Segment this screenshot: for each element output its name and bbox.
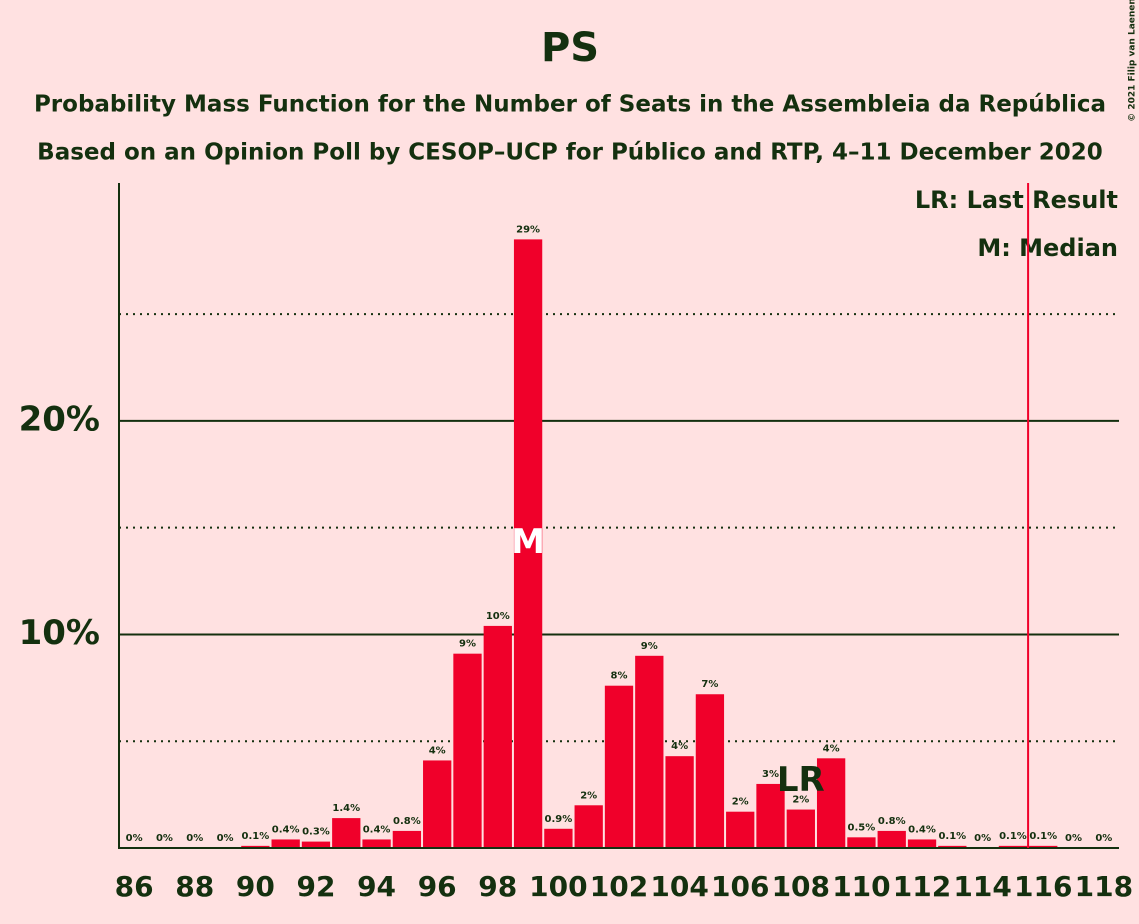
value-label: 0% xyxy=(126,833,143,844)
value-label: 0.4% xyxy=(908,824,936,835)
bar xyxy=(816,758,846,848)
bar xyxy=(301,841,331,848)
bar xyxy=(362,839,391,848)
chart-subtitle: Based on an Opinion Poll by CESOP–UCP fo… xyxy=(37,140,1103,166)
value-label: 2% xyxy=(792,795,809,806)
bar xyxy=(938,845,967,848)
value-label: 0% xyxy=(1065,833,1082,844)
bar xyxy=(665,756,694,848)
value-label: 9% xyxy=(641,641,658,652)
x-tick-label: 106 xyxy=(711,870,769,903)
last-result-marker: LR xyxy=(777,760,825,800)
bar xyxy=(847,837,876,848)
value-label: 0% xyxy=(186,833,203,844)
bar xyxy=(574,805,603,848)
x-tick-label: 102 xyxy=(590,870,648,903)
bar xyxy=(756,783,785,848)
bar xyxy=(604,685,634,848)
value-label: 4% xyxy=(671,741,688,752)
value-label: 0.4% xyxy=(363,824,391,835)
value-label: 2% xyxy=(580,790,597,801)
bar xyxy=(392,830,422,848)
bar xyxy=(877,830,906,848)
bar xyxy=(271,839,300,848)
bar xyxy=(786,809,815,848)
bar xyxy=(907,839,937,848)
value-label: 0.4% xyxy=(272,824,300,835)
value-label: 4% xyxy=(429,745,446,756)
x-tick-label: 96 xyxy=(418,870,457,903)
x-tick-label: 116 xyxy=(1014,870,1072,903)
bar xyxy=(513,239,543,849)
bar xyxy=(1029,845,1058,848)
value-label: 0.1% xyxy=(241,831,269,842)
x-tick-label: 98 xyxy=(478,870,517,903)
bar xyxy=(726,811,755,848)
chart-title: PS xyxy=(541,25,599,71)
y-tick-label: 20% xyxy=(19,399,100,439)
value-label: 2% xyxy=(732,797,749,808)
median-marker: M xyxy=(511,522,545,562)
value-label: 0.8% xyxy=(393,816,421,827)
x-tick-label: 88 xyxy=(175,870,214,903)
value-label: 0% xyxy=(217,833,234,844)
x-tick-label: 112 xyxy=(893,870,951,903)
value-label: 0% xyxy=(974,833,991,844)
bar xyxy=(695,694,725,848)
legend-entry: M: Median xyxy=(977,234,1118,262)
value-label: 0.8% xyxy=(878,816,906,827)
value-label: 0.9% xyxy=(545,814,573,825)
bar xyxy=(544,828,573,848)
x-tick-label: 108 xyxy=(772,870,830,903)
bar xyxy=(241,845,270,848)
x-tick-label: 110 xyxy=(832,870,890,903)
x-tick-label: 118 xyxy=(1075,870,1133,903)
x-tick-label: 114 xyxy=(953,870,1011,903)
value-label: 9% xyxy=(459,639,476,650)
value-label: 0.3% xyxy=(302,827,330,838)
copyright: © 2021 Filip van Laenen xyxy=(1128,0,1138,122)
value-label: 0% xyxy=(1095,833,1112,844)
value-label: 0% xyxy=(156,833,173,844)
value-label: 0.1% xyxy=(1029,831,1057,842)
value-label: 0.1% xyxy=(938,831,966,842)
value-label: 8% xyxy=(611,671,628,682)
x-tick-label: 86 xyxy=(115,870,154,903)
x-tick-label: 92 xyxy=(296,870,335,903)
value-label: 4% xyxy=(823,743,840,754)
x-tick-label: 104 xyxy=(650,870,708,903)
value-label: 29% xyxy=(516,224,540,235)
bar xyxy=(998,845,1028,848)
value-label: 1.4% xyxy=(332,803,360,814)
chart-subtitle: Probability Mass Function for the Number… xyxy=(34,92,1106,118)
legend-entry: LR: Last Result xyxy=(915,186,1118,214)
value-label: 3% xyxy=(762,769,779,780)
value-label: 10% xyxy=(486,611,510,622)
value-label: 7% xyxy=(701,679,718,690)
value-label: 0.1% xyxy=(999,831,1027,842)
bar xyxy=(423,760,452,848)
y-tick-label: 10% xyxy=(19,613,100,653)
x-tick-label: 90 xyxy=(236,870,275,903)
bar xyxy=(635,655,664,848)
value-label: 0.5% xyxy=(848,822,876,833)
bar xyxy=(483,625,512,848)
bar xyxy=(453,653,482,848)
bar xyxy=(332,818,361,848)
x-tick-label: 94 xyxy=(357,870,396,903)
x-tick-label: 100 xyxy=(529,870,587,903)
